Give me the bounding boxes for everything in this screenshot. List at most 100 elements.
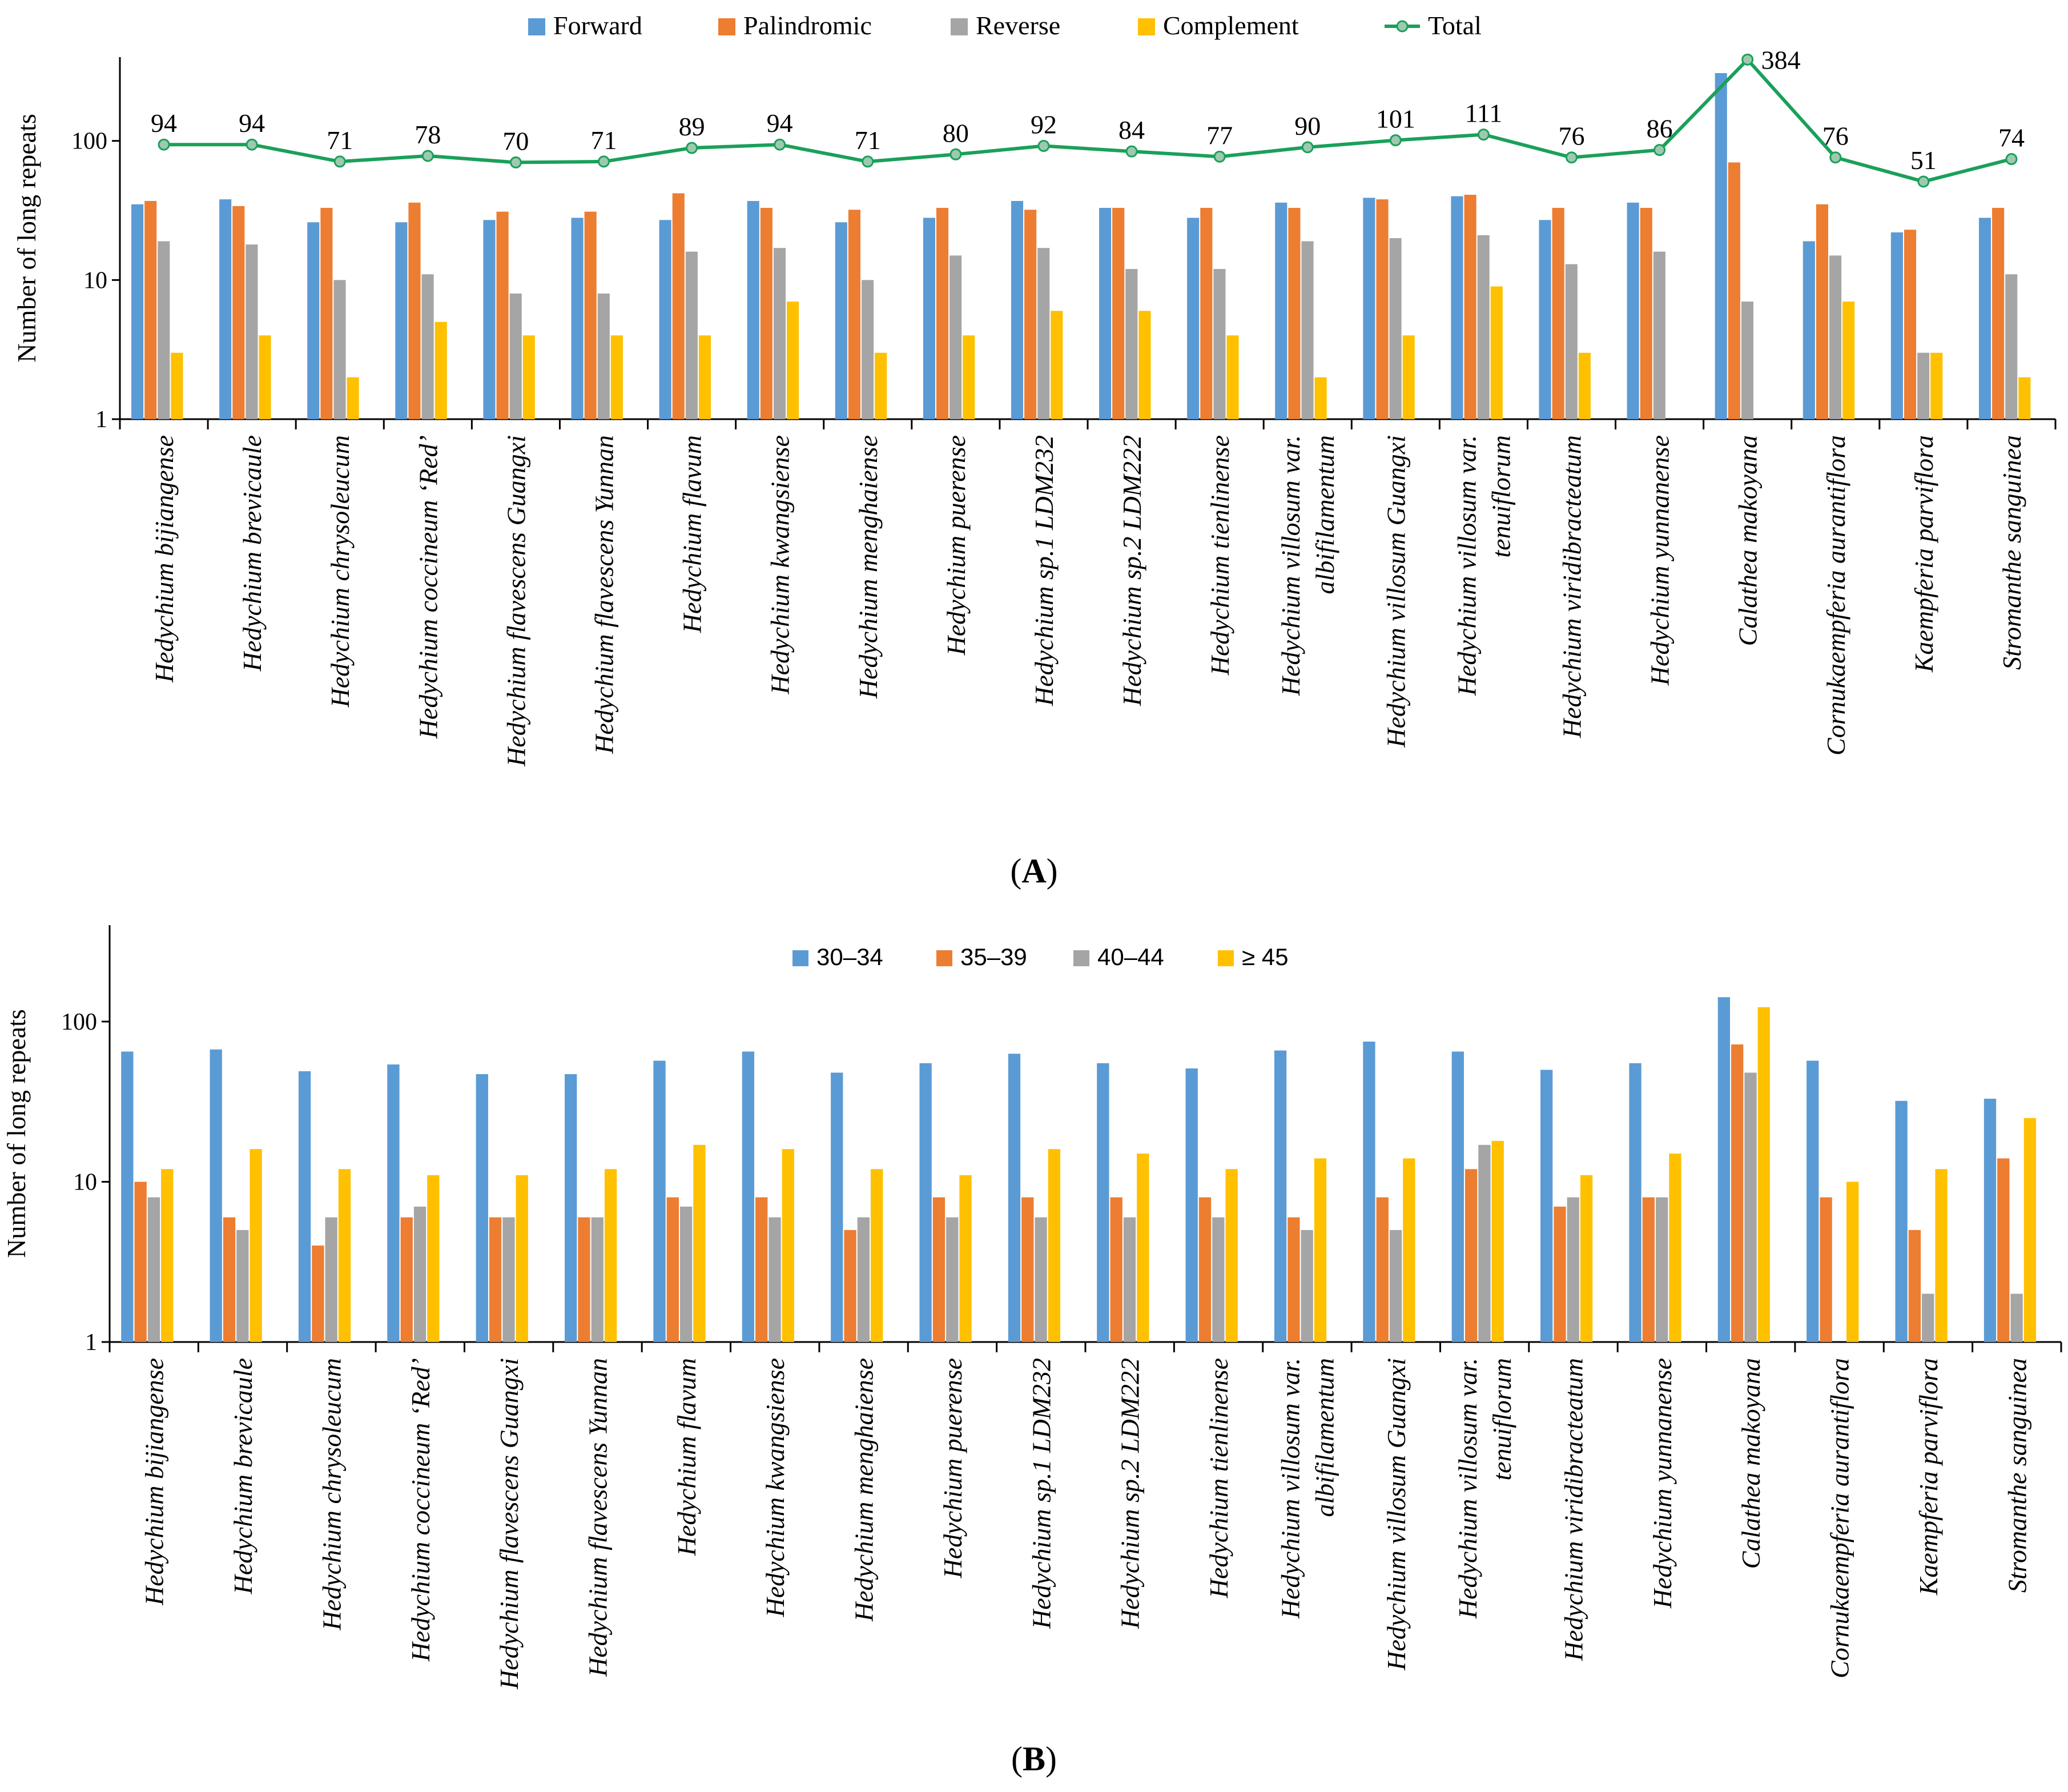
b-category-label-9: Hedychium menghaiense (850, 1358, 879, 1622)
a-category-label-15: Hedychium villosum Guangxi (1381, 435, 1410, 748)
b-bar-40-44-21 (1922, 1293, 1934, 1342)
a-bar-reverse-13 (1213, 269, 1226, 419)
a-bar-forward-1 (131, 204, 144, 419)
a-total-label-20: 76 (1822, 122, 1849, 151)
b-bar-40-44-3 (325, 1217, 337, 1342)
a-legend-label-reverse: Reverse (976, 11, 1060, 40)
b-bar-45-11 (1048, 1149, 1061, 1342)
a-category-label-5-line-1: Hedychium flavescens Guangxi (501, 435, 530, 767)
b-bar-35-39-22 (1997, 1158, 2010, 1342)
a-legend-label-total: Total (1428, 11, 1482, 40)
b-legend-label-40-44: 40–44 (1097, 943, 1164, 970)
b-category-label-14-line-2: albifilamentum (1310, 1358, 1339, 1517)
b-panel-label-letter: B (1023, 1740, 1045, 1778)
a-total-marker-4 (421, 150, 434, 162)
a-bar-reverse-7 (685, 251, 698, 419)
a-bar-complement-13 (1226, 335, 1239, 419)
a-legend-label-forward: Forward (553, 11, 642, 40)
b-bar-35-39-6 (578, 1217, 590, 1342)
a-total-label-3: 71 (327, 126, 353, 155)
b-category-label-5-line-1: Hedychium flavescens Guangxi (494, 1358, 524, 1690)
b-bar-35-39-14 (1288, 1217, 1300, 1342)
a-bar-reverse-4 (421, 274, 434, 419)
b-category-label-7: Hedychium flavum (672, 1358, 701, 1556)
a-category-label-18: Hedychium yunnanense (1645, 435, 1675, 686)
b-bar-45-13 (1225, 1169, 1238, 1342)
b-bar-45-6 (604, 1169, 617, 1342)
a-category-label-8-line-1: Hedychium kwangsiense (766, 435, 795, 695)
b-bar-40-44-8 (769, 1217, 781, 1342)
b-bar-30-34-7 (653, 1060, 666, 1342)
b-category-label-22: Stromanthe sanguinea (2002, 1358, 2031, 1593)
b-bar-40-44-1 (147, 1197, 160, 1342)
b-bar-30-34-18 (1629, 1063, 1641, 1342)
a-bar-forward-20 (1803, 241, 1815, 419)
a-total-marker-22 (2005, 153, 2018, 166)
a-bar-complement-7 (698, 335, 711, 419)
b-bar-35-39-16 (1465, 1169, 1478, 1342)
a-category-label-4: Hedychium coccineum ‘Red’ (413, 435, 442, 739)
a-bar-forward-14 (1275, 202, 1288, 419)
a-bar-reverse-6 (597, 293, 610, 419)
b-bar-45-18 (1669, 1154, 1681, 1342)
b-category-label-11-line-1: Hedychium sp.1 LDM232 (1027, 1358, 1056, 1629)
b-bar-35-39-21 (1908, 1230, 1921, 1342)
a-category-label-12: Hedychium sp.2 LDM222 (1117, 435, 1146, 706)
b-category-label-13-line-1: Hedychium tienlinense (1204, 1358, 1233, 1598)
a-category-label-2-line-1: Hedychium brevicaule (238, 435, 267, 672)
b-bar-35-39-7 (666, 1197, 679, 1342)
a-bar-forward-15 (1363, 198, 1375, 419)
b-category-label-10-line-1: Hedychium puerense (938, 1358, 967, 1578)
b-legend-swatch-35-39 (936, 950, 952, 966)
b-bar-30-34-9 (831, 1072, 843, 1342)
b-bar-40-44-5 (502, 1217, 515, 1342)
a-category-label-7: Hedychium flavum (678, 435, 707, 633)
b-category-label-10: Hedychium puerense (938, 1358, 967, 1578)
b-legend-label-35-39: 35–39 (960, 943, 1027, 970)
b-bar-45-3 (338, 1169, 351, 1342)
b-category-label-3-line-1: Hedychium chrysoleucum (317, 1358, 346, 1630)
a-bar-reverse-22 (2005, 274, 2018, 419)
a-bar-forward-17 (1539, 220, 1551, 419)
b-bar-30-34-8 (742, 1051, 755, 1342)
b-category-label-16-line-1: Hedychium villosum var. (1453, 1358, 1482, 1619)
b-bar-35-39-5 (489, 1217, 502, 1342)
a-total-label-10: 80 (943, 118, 969, 147)
a-bar-complement-16 (1490, 286, 1503, 419)
a-bar-reverse-8 (773, 248, 786, 419)
a-bar-forward-16 (1451, 196, 1463, 419)
a-panel-label: (A) (1010, 852, 1057, 890)
a-bar-palindromic-22 (1992, 208, 2005, 419)
b-bar-30-34-13 (1185, 1068, 1198, 1342)
a-panel-label-letter: A (1021, 852, 1046, 890)
b-category-label-14-line-1: Hedychium villosum var. (1276, 1358, 1305, 1619)
a-y-tick-label-10: 10 (83, 267, 107, 294)
b-category-label-7-line-1: Hedychium flavum (672, 1358, 701, 1556)
b-bar-40-44-22 (2010, 1293, 2023, 1342)
a-legend-swatch-palindromic (718, 18, 735, 35)
a-bar-forward-7 (659, 220, 671, 419)
a-bar-forward-13 (1187, 218, 1200, 419)
a-bar-complement-22 (2018, 377, 2031, 419)
a-total-marker-7 (686, 142, 698, 154)
a-bar-reverse-20 (1829, 255, 1842, 419)
a-legend-swatch-reverse (951, 18, 968, 35)
b-bar-45-2 (250, 1149, 262, 1342)
b-category-label-4-line-1: Hedychium coccineum ‘Red’ (406, 1358, 435, 1662)
b-bar-45-10 (959, 1175, 972, 1342)
b-category-label-6-line-1: Hedychium flavescens Yunnan (584, 1358, 613, 1677)
a-bar-reverse-17 (1565, 264, 1578, 419)
b-panel-label-close: ) (1045, 1740, 1057, 1778)
a-total-label-6: 71 (591, 126, 617, 155)
a-bar-complement-20 (1842, 302, 1855, 419)
b-bar-35-39-13 (1198, 1197, 1212, 1342)
b-bar-45-15 (1403, 1158, 1415, 1342)
b-category-label-21: Kaempferia parviflora (1914, 1358, 1943, 1596)
b-bar-40-44-11 (1035, 1217, 1047, 1342)
a-y-tick-label-100: 100 (71, 128, 107, 155)
b-bar-40-44-14 (1301, 1230, 1313, 1342)
a-total-label-1: 94 (151, 109, 177, 138)
a-bar-forward-12 (1099, 208, 1112, 419)
b-category-label-9-line-1: Hedychium menghaiense (850, 1358, 879, 1622)
b-legend-swatch-45 (1218, 950, 1234, 966)
